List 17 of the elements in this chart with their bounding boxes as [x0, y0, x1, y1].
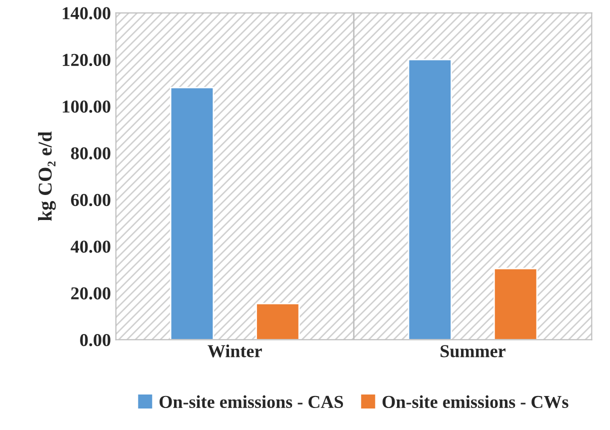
- legend-label: On-site emissions - CWs: [382, 395, 568, 408]
- y-tick-label: 140.00: [62, 7, 110, 20]
- y-tick-label: 20.00: [71, 287, 110, 300]
- legend-label: On-site emissions - CAS: [160, 395, 344, 408]
- y-tick-label: 120.00: [62, 54, 110, 66]
- y-axis-title: kg CO₂ e/d: [38, 131, 56, 221]
- y-tick-label: 0.00: [80, 334, 110, 346]
- bar: [170, 86, 214, 340]
- y-tick-label: 40.00: [70, 240, 110, 253]
- bar: [493, 268, 538, 340]
- y-tick-label: 60.00: [71, 194, 110, 206]
- x-tick-label: Summer: [440, 345, 506, 358]
- y-tick-label: 80.00: [71, 147, 110, 160]
- bar: [256, 302, 300, 340]
- bar: [408, 58, 452, 340]
- x-tick-label: Winter: [208, 344, 262, 358]
- y-tick-label: 100.00: [62, 100, 110, 113]
